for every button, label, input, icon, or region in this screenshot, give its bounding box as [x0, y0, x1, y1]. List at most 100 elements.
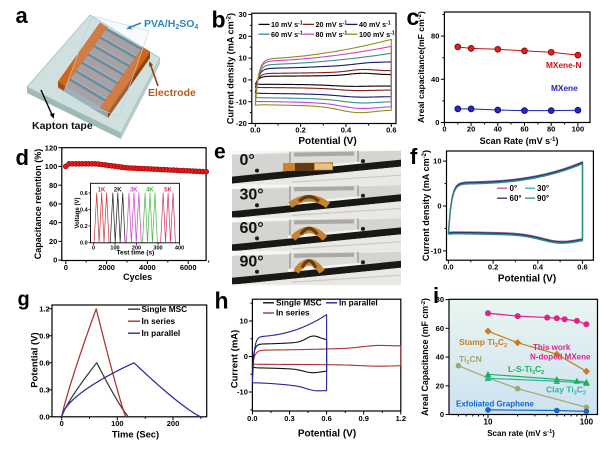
svg-text:10: 10 — [433, 157, 441, 166]
svg-text:60: 60 — [436, 324, 444, 333]
svg-text:Capacitance retention (%): Capacitance retention (%) — [33, 149, 43, 260]
svg-text:0: 0 — [53, 256, 57, 265]
svg-text:30°: 30° — [537, 184, 549, 193]
svg-text:Areal Capacitance (mF cm-2): Areal Capacitance (mF cm-2) — [420, 298, 430, 416]
svg-text:In series: In series — [276, 308, 310, 318]
svg-text:0.9: 0.9 — [359, 414, 369, 423]
svg-text:In parallel: In parallel — [142, 328, 181, 338]
svg-text:0: 0 — [440, 410, 444, 419]
svg-text:40: 40 — [431, 75, 439, 84]
svg-text:Ti3CN: Ti3CN — [459, 354, 482, 366]
svg-text:4K: 4K — [146, 188, 154, 194]
svg-text:MXene-N: MXene-N — [546, 60, 582, 70]
svg-text:In series: In series — [142, 316, 176, 326]
svg-text:100: 100 — [110, 245, 119, 251]
svg-text:1.2: 1.2 — [39, 304, 49, 313]
svg-text:90°: 90° — [537, 194, 549, 203]
svg-text:0: 0 — [92, 245, 95, 251]
svg-text:Electrode: Electrode — [148, 87, 196, 99]
svg-text:80: 80 — [436, 295, 444, 304]
svg-text:In parallel: In parallel — [339, 298, 378, 308]
svg-text:Test time (s): Test time (s) — [116, 250, 154, 257]
svg-text:e: e — [214, 141, 226, 164]
svg-text:20: 20 — [436, 381, 444, 390]
svg-text:60: 60 — [520, 124, 528, 133]
svg-text:i: i — [433, 283, 439, 308]
svg-text:-10: -10 — [237, 388, 248, 397]
svg-text:0: 0 — [244, 352, 248, 361]
svg-text:2K: 2K — [114, 188, 122, 194]
svg-text:300: 300 — [153, 245, 162, 251]
svg-text:60°: 60° — [510, 194, 522, 203]
svg-text:30: 30 — [238, 10, 246, 19]
svg-text:0.4: 0.4 — [341, 125, 352, 134]
svg-text:Kapton tape: Kapton tape — [32, 120, 93, 132]
svg-text:0: 0 — [60, 419, 64, 428]
svg-text:60: 60 — [49, 199, 57, 208]
svg-text:This work: This work — [533, 343, 571, 352]
svg-text:0.4: 0.4 — [80, 208, 89, 214]
svg-text:L-S-Ti3C2: L-S-Ti3C2 — [508, 364, 544, 376]
svg-text:0: 0 — [435, 118, 439, 127]
svg-text:3K: 3K — [130, 188, 138, 194]
svg-text:Clay Ti3C2: Clay Ti3C2 — [546, 385, 586, 397]
svg-text:0.2: 0.2 — [488, 263, 498, 272]
svg-text:-20: -20 — [236, 119, 247, 128]
svg-text:0.6: 0.6 — [39, 358, 49, 367]
svg-text:2000: 2000 — [98, 263, 115, 272]
svg-text:0: 0 — [442, 124, 446, 133]
svg-text:f: f — [410, 144, 418, 169]
svg-text:20: 20 — [238, 32, 246, 41]
svg-text:30°: 30° — [240, 187, 264, 204]
svg-text:0.9: 0.9 — [39, 331, 49, 340]
svg-text:60°: 60° — [240, 220, 264, 237]
svg-text:N-doped MXene: N-doped MXene — [530, 353, 591, 362]
svg-text:0: 0 — [243, 76, 247, 85]
svg-text:Current density (mA cm-2): Current density (mA cm-2) — [226, 13, 236, 124]
svg-text:10: 10 — [484, 418, 493, 427]
svg-text:Current (mA): Current (mA) — [230, 330, 241, 389]
svg-text:0.4: 0.4 — [533, 263, 544, 272]
svg-text:Voltage (V): Voltage (V) — [75, 198, 81, 229]
svg-text:0°: 0° — [510, 184, 518, 193]
svg-text:0.2: 0.2 — [295, 125, 305, 134]
svg-text:1K: 1K — [98, 188, 106, 194]
svg-text:100: 100 — [580, 418, 594, 427]
svg-text:100: 100 — [111, 419, 124, 428]
svg-text:40 mV s-1: 40 mV s-1 — [359, 20, 391, 29]
svg-text:0.6: 0.6 — [577, 263, 587, 272]
svg-text:0.0: 0.0 — [39, 412, 49, 421]
svg-text:80: 80 — [547, 124, 555, 133]
svg-text:120: 120 — [45, 143, 58, 152]
svg-text:0.3: 0.3 — [39, 385, 49, 394]
svg-text:10 mV s-1: 10 mV s-1 — [271, 20, 303, 29]
svg-text:0.0: 0.0 — [443, 263, 453, 272]
svg-text:Time (Sec): Time (Sec) — [112, 429, 159, 440]
svg-text:200: 200 — [167, 419, 180, 428]
svg-text:80: 80 — [431, 32, 439, 41]
svg-text:100: 100 — [45, 162, 58, 171]
svg-text:b: b — [212, 6, 226, 32]
svg-text:4000: 4000 — [139, 263, 156, 272]
svg-text:-10: -10 — [236, 97, 247, 106]
svg-text:1.2: 1.2 — [396, 414, 406, 423]
svg-text:0: 0 — [64, 263, 68, 272]
svg-text:0.0: 0.0 — [250, 125, 260, 134]
svg-text:d: d — [16, 145, 29, 170]
svg-text:h: h — [215, 288, 229, 314]
svg-text:0.3: 0.3 — [284, 414, 294, 423]
svg-text:5K: 5K — [164, 188, 172, 194]
svg-text:0.6: 0.6 — [386, 125, 396, 134]
svg-text:60 mV s-1: 60 mV s-1 — [271, 30, 303, 39]
svg-text:0.6: 0.6 — [80, 191, 88, 197]
svg-text:g: g — [18, 289, 30, 311]
svg-text:0.0: 0.0 — [80, 241, 88, 247]
svg-text:200: 200 — [132, 245, 141, 251]
svg-text:Areal capacitance(mF cm-2): Areal capacitance(mF cm-2) — [416, 11, 426, 123]
svg-text:40: 40 — [49, 218, 57, 227]
svg-text:Exfoliated Graphene: Exfoliated Graphene — [456, 400, 534, 409]
svg-text:Single MSC: Single MSC — [142, 304, 188, 314]
svg-text:PVA/H2SO4: PVA/H2SO4 — [144, 18, 198, 31]
svg-text:Potential (V): Potential (V) — [498, 274, 556, 285]
svg-text:6000: 6000 — [180, 263, 197, 272]
